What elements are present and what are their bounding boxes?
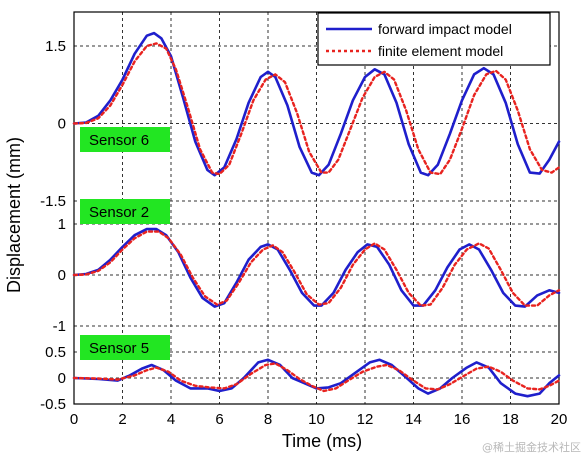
sensor-labels: Sensor 6 Sensor 2 Sensor 5 [80, 127, 170, 360]
sensor-label-box [80, 199, 170, 224]
y-tick-label: -1.5 [40, 193, 66, 210]
x-tick-label: 8 [264, 411, 272, 428]
tick-labels: 0 2 4 6 8 10 12 14 16 18 201.50-1.510-10.50-0.5 [40, 38, 567, 428]
x-axis-label: Time (ms) [282, 431, 362, 451]
series-line-forward-impact [72, 358, 561, 398]
x-tick-label: 4 [167, 411, 175, 428]
x-tick-label: 12 [357, 411, 374, 428]
sensor-label: Sensor 2 [89, 204, 149, 221]
y-tick-label: -1 [53, 318, 66, 335]
x-tick-label: 6 [215, 411, 223, 428]
legend-entry-label: finite element model [378, 43, 503, 59]
sensor-label-box [80, 127, 170, 152]
legend-box [317, 12, 551, 66]
y-tick-label: -0.5 [40, 396, 66, 413]
sensor-label-box [80, 335, 170, 360]
series-line-finite-element [72, 42, 561, 176]
x-tick-label: 10 [308, 411, 325, 428]
x-tick-label: 2 [118, 411, 126, 428]
plot-border [73, 11, 560, 405]
y-tick-label: 0 [58, 267, 66, 284]
series-line-finite-element [72, 230, 561, 307]
x-tick-label: 20 [551, 411, 568, 428]
series-line-forward-impact [72, 31, 561, 177]
y-tick-label: 0 [58, 116, 66, 133]
legend: forward impact model finite element model [317, 12, 551, 66]
plot-frame [73, 11, 560, 405]
x-tick-label: 18 [502, 411, 519, 428]
x-tick-label: 16 [454, 411, 471, 428]
y-tick-label: 0 [58, 370, 66, 387]
y-tick-label: 1.5 [45, 38, 66, 55]
y-axis-label: Displacement (mm) [4, 137, 24, 293]
data-series-layer [72, 31, 561, 398]
legend-entry-label: forward impact model [378, 21, 512, 37]
x-tick-label: 14 [405, 411, 422, 428]
y-tick-label: 0.5 [45, 344, 66, 361]
y-tick-label: 1 [58, 216, 66, 233]
series-line-finite-element [72, 362, 561, 393]
sensor-label: Sensor 5 [89, 340, 149, 357]
x-tick-label: 0 [70, 411, 78, 428]
series-line-forward-impact [72, 227, 561, 308]
watermark: @稀土掘金技术社区 [482, 440, 581, 454]
sensor-label: Sensor 6 [89, 132, 149, 149]
